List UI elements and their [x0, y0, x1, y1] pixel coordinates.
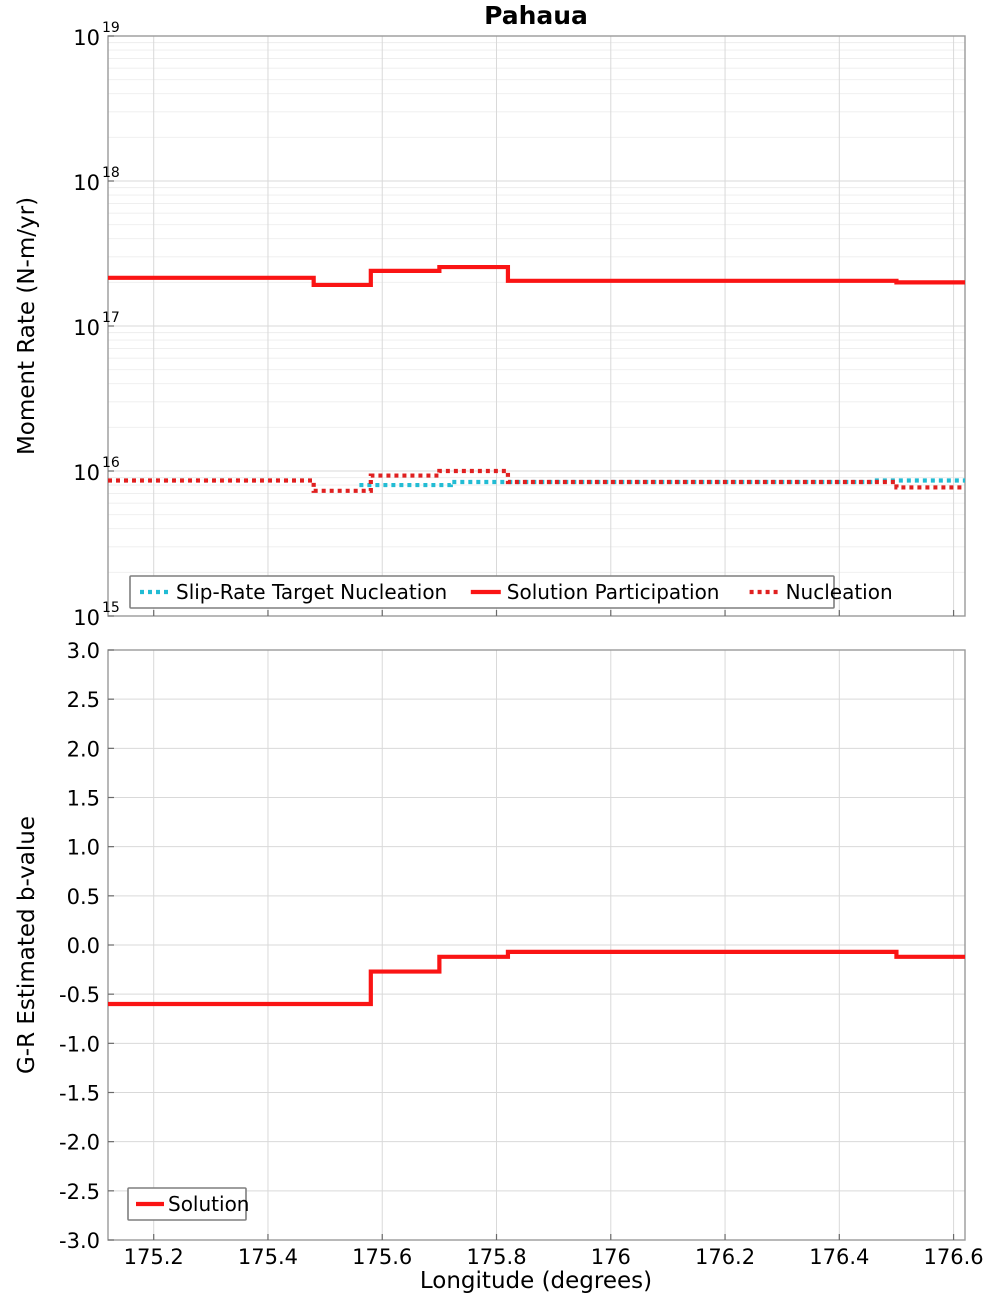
y-tick-label: 2.5: [67, 688, 100, 712]
x-tick-label: 176: [591, 1245, 631, 1269]
y-tick-label: 1015: [73, 600, 120, 630]
y-tick-exponent: 17: [102, 310, 120, 326]
legend-label-1: Solution Participation: [507, 580, 720, 604]
x-tick-label: 176.4: [809, 1245, 869, 1269]
y-tick-label: 3.0: [67, 639, 100, 663]
x-tick-label: 176.6: [924, 1245, 984, 1269]
y-tick-label: -0.5: [59, 983, 100, 1007]
y-tick-label: 1.5: [67, 787, 100, 811]
y-tick-label: -2.5: [59, 1180, 100, 1204]
page-title: Pahaua: [484, 1, 588, 30]
bottom-panel-y-ticklabels: 3.0 2.5 2.0 1.5 1.0 0.5 0.0 -0.5 -1.0 -1.5 -2.0 -2.…: [59, 639, 100, 1253]
y-tick-base: 10: [73, 171, 100, 195]
y-tick-label: 0.5: [67, 885, 100, 909]
x-tick-label: 176.2: [695, 1245, 755, 1269]
bottom-panel-xlabel: Longitude (degrees): [420, 1268, 652, 1294]
y-tick-label: -1.0: [59, 1032, 100, 1056]
y-tick-label: 1016: [73, 455, 120, 485]
x-tick-label: 175.6: [352, 1245, 412, 1269]
x-tick-label: 175.4: [238, 1245, 298, 1269]
top-panel-ylabel: Moment Rate (N-m/yr): [14, 197, 40, 455]
figure-canvas: 10191018101710161015 Pahaua Moment Rate …: [0, 0, 1000, 1300]
y-tick-base: 10: [73, 606, 100, 630]
legend-label-0: Slip-Rate Target Nucleation: [176, 580, 447, 604]
bottom-panel-series: [108, 952, 965, 1004]
y-tick-exponent: 19: [102, 20, 120, 36]
y-tick-label: -3.0: [59, 1229, 100, 1253]
y-tick-base: 10: [73, 316, 100, 340]
top-panel-series: [108, 267, 965, 491]
top-panel: 10191018101710161015 Pahaua Moment Rate …: [14, 1, 965, 630]
y-tick-label: 2.0: [67, 737, 100, 761]
series-line-2: [108, 471, 965, 491]
y-tick-base: 10: [73, 26, 100, 50]
bottom-panel-legend[interactable]: Solution: [128, 1188, 249, 1220]
x-tick-label: 175.2: [124, 1245, 184, 1269]
y-tick-label: 1019: [73, 20, 120, 50]
y-tick-exponent: 18: [102, 165, 120, 181]
y-tick-label: 1018: [73, 165, 120, 195]
bottom-panel: 3.0 2.5 2.0 1.5 1.0 0.5 0.0 -0.5 -1.0 -1.5 -2.0 -2.…: [14, 639, 984, 1294]
y-tick-label: -2.0: [59, 1131, 100, 1155]
bottom-panel-gridlines: [108, 650, 965, 1240]
y-tick-label: -1.5: [59, 1082, 100, 1106]
y-tick-label: 1.0: [67, 836, 100, 860]
legend-label-2: Nucleation: [786, 580, 893, 604]
x-tick-label: 175.8: [466, 1245, 526, 1269]
y-tick-exponent: 16: [102, 455, 120, 471]
y-tick-label: 1017: [73, 310, 120, 340]
y-tick-base: 10: [73, 461, 100, 485]
chart-svg: 10191018101710161015 Pahaua Moment Rate …: [0, 0, 1000, 1300]
bottom-panel-x-ticklabels: 175.2 175.4 175.6 175.8 176 176.2 176.4 176.6: [124, 1245, 984, 1269]
top-panel-gridlines: [108, 36, 965, 616]
legend-label-0: Solution: [168, 1192, 249, 1216]
y-tick-label: 0.0: [67, 934, 100, 958]
series-line-0: [108, 952, 965, 1004]
bottom-panel-ylabel: G-R Estimated b-value: [14, 816, 40, 1074]
top-panel-legend[interactable]: Slip-Rate Target Nucleation Solution Part…: [130, 576, 893, 608]
y-tick-exponent: 15: [102, 600, 120, 616]
